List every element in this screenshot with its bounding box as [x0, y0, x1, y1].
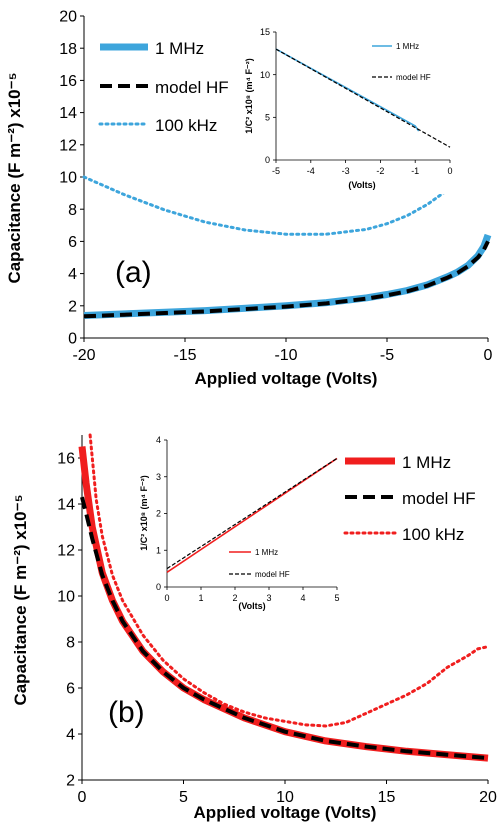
- panel-b-y-tick-label: 12: [57, 543, 75, 560]
- panel-b-y-tick-label: 16: [57, 451, 75, 468]
- inset-b-y-tick-label: 3: [156, 472, 161, 482]
- panel-a-y-tick-label: 6: [68, 234, 77, 251]
- panel-a-x-tick-label: -15: [173, 347, 196, 364]
- panel-b-y-tick-labels: 2 4 6 8 10 12 14 16: [57, 451, 75, 790]
- panel-a-y-tick-label: 2: [68, 298, 77, 315]
- panel-b-y-tick-label: 10: [57, 589, 75, 606]
- panel-b-x-tick-label: 15: [378, 789, 396, 806]
- panel-b-legend: 1 MHz model HF 100 kHz: [345, 453, 476, 544]
- inset-b-y-tick-label: 0: [156, 582, 161, 592]
- inset-a-x-tick-label: -5: [272, 166, 280, 176]
- inset-b-x-axis-label: (Volts): [238, 601, 265, 611]
- inset-a-y-tick-label: 0: [265, 155, 270, 165]
- inset-b-y-tick-label: 4: [156, 435, 161, 445]
- panel-a-y-tick-labels: 0 2 4 6 8 10 12 14 16 18 20: [59, 9, 77, 348]
- inset-a-x-tick-label: -2: [376, 166, 384, 176]
- inset-a-y-tick-label: 10: [260, 70, 270, 80]
- inset-b-x-tick-label: 0: [164, 593, 169, 603]
- inset-b-x-tick-label: 2: [232, 593, 237, 603]
- legend-a-label-100khz: 100 kHz: [155, 116, 217, 135]
- panel-b-x-tick-label: 20: [479, 789, 497, 806]
- inset-b-x-tick-label: 5: [334, 593, 339, 603]
- panel-a-y-axis-label: Capacitance (F m⁻²) x10⁻⁵: [5, 72, 24, 283]
- inset-a-y-tick-label: 5: [265, 112, 270, 122]
- inset-b-x-tick-label: 3: [266, 593, 271, 603]
- panel-a-x-tick-label: 0: [484, 347, 493, 364]
- panel-a-x-tick-label: -10: [274, 347, 297, 364]
- panel-b-x-tick-label: 0: [78, 789, 87, 806]
- legend-a-label-1mhz: 1 MHz: [155, 39, 204, 58]
- panel-a-y-tick-label: 14: [59, 105, 77, 122]
- panel-a-y-tick-label: 4: [68, 266, 77, 283]
- panel-b-label: (b): [108, 696, 145, 729]
- legend-b-label-model: model HF: [402, 489, 476, 508]
- panel-a-x-tick-labels: -20 -15 -10 -5 0: [72, 347, 492, 364]
- panel-a-y-tick-label: 0: [68, 331, 77, 348]
- panel-b-y-axis-label: Capacitance (F m⁻²) x10⁻⁵: [11, 494, 30, 705]
- panel-a-y-tick-label: 20: [59, 9, 77, 26]
- inset-a-legend-label-model: model HF: [396, 73, 431, 82]
- panel-a-x-tick-label: -20: [72, 347, 95, 364]
- legend-a-label-model: model HF: [155, 78, 229, 97]
- inset-a-x-tick-label: 0: [447, 166, 452, 176]
- panel-a-y-tick-label: 8: [68, 202, 77, 219]
- panel-b-y-tick-label: 6: [66, 681, 75, 698]
- panel-a-y-tick-label: 18: [59, 41, 77, 58]
- panel-a-x-axis-label: Applied voltage (Volts): [195, 369, 378, 388]
- panel-b-x-axis-label: Applied voltage (Volts): [194, 803, 377, 822]
- inset-b-legend-label-1mhz: 1 MHz: [255, 548, 278, 557]
- inset-b-legend-label-model: model HF: [255, 570, 290, 579]
- inset-b-y-tick-label: 2: [156, 509, 161, 519]
- inset-b-x-tick-label: 4: [300, 593, 305, 603]
- inset-b-y-axis-label: 1/C² x10⁸ (m⁴ F⁻²): [139, 475, 149, 550]
- panel-a-y-tick-label: 16: [59, 73, 77, 90]
- panel-a-inset: 0 5 10 15 -5 -4 -3 -2 -1 0 (Volts) 1/C² x10⁸ (m⁴…: [244, 17, 490, 194]
- legend-b-label-1mhz: 1 MHz: [402, 453, 451, 472]
- panel-b-y-tick-label: 4: [66, 727, 75, 744]
- panel-b-x-tick-label: 5: [179, 789, 188, 806]
- inset-b-y-tick-label: 1: [156, 545, 161, 555]
- panel-a-x-tick-label: -5: [380, 347, 394, 364]
- inset-a-legend-label-1mhz: 1 MHz: [396, 42, 419, 51]
- panel-a-inset-background: [245, 17, 490, 194]
- legend-b-label-100khz: 100 kHz: [402, 525, 464, 544]
- panel-a-y-tick-label: 12: [59, 137, 77, 154]
- panel-b-y-tick-label: 2: [66, 773, 75, 790]
- inset-a-y-tick-label: 15: [260, 27, 270, 37]
- panel-b-y-tick-label: 14: [57, 497, 75, 514]
- inset-b-x-tick-label: 1: [198, 593, 203, 603]
- panel-b-y-tick-label: 8: [66, 635, 75, 652]
- inset-a-x-tick-label: -3: [342, 166, 350, 176]
- inset-a-x-tick-label: -1: [411, 166, 419, 176]
- inset-a-y-axis-label: 1/C² x10⁸ (m⁴ F⁻²): [244, 58, 254, 133]
- inset-a-x-axis-label: (Volts): [348, 180, 375, 190]
- panel-a-y-tick-label: 10: [59, 170, 77, 187]
- panel-a-label: (a): [115, 256, 152, 289]
- inset-a-x-tick-label: -4: [307, 166, 315, 176]
- panel-a-legend: 1 MHz model HF 100 kHz: [100, 39, 229, 135]
